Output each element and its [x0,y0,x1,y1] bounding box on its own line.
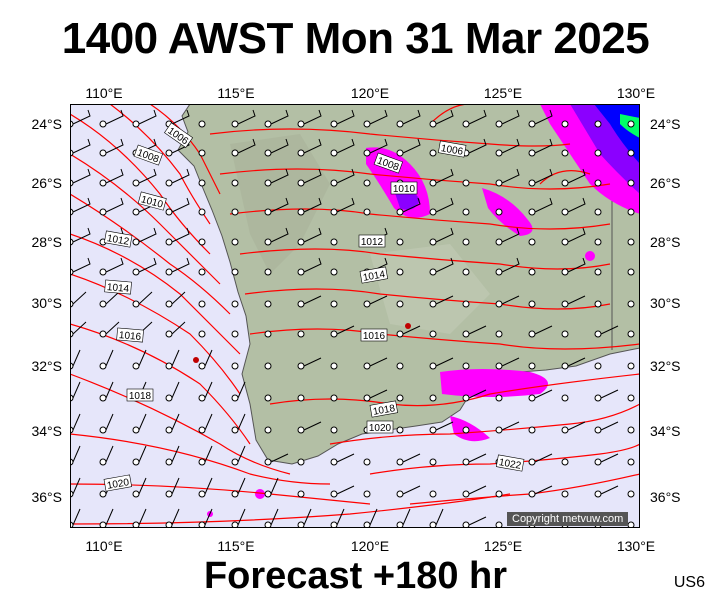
isobar-label: 1010 [390,181,418,195]
isobar-label: 1014 [104,279,132,295]
copyright-label: Copyright metvuw.com [507,512,629,526]
svg-text:1012: 1012 [361,237,384,248]
lon-tick-top: 110°E [85,85,123,101]
isobar-label: 1012 [358,234,386,248]
lat-tick-left: 30°S [31,295,62,311]
isobar-label: 1020 [366,420,394,434]
svg-text:1016: 1016 [363,331,386,342]
lon-tick-top: 130°E [616,85,656,101]
svg-text:1020: 1020 [106,477,130,492]
lat-tick-right: 36°S [650,489,681,505]
svg-text:1014: 1014 [362,269,386,284]
map-border [70,104,640,528]
lat-tick-right: 32°S [650,358,681,374]
lat-tick-left: 32°S [31,358,62,374]
isobar-label: 1012 [103,230,133,248]
city-dot [405,323,411,329]
isobar-label: 1020 [103,474,133,492]
lat-tick-right: 30°S [650,295,681,311]
svg-text:1010: 1010 [393,184,416,195]
isobar-label: 1016 [360,328,388,342]
lat-tick-right: 24°S [650,116,681,132]
region-code: US6 [673,574,705,591]
svg-text:1012: 1012 [106,233,130,248]
lon-tick-bottom: 130°E [616,538,656,554]
svg-text:1018: 1018 [372,403,396,418]
isobar-label: 1018 [126,388,154,402]
lon-tick-bottom: 125°E [483,538,523,554]
isobar-label: 1018 [369,400,399,418]
lat-tick-right: 34°S [650,423,681,439]
lat-tick-left: 24°S [31,116,62,132]
forecast-label: Forecast +180 hr [203,555,508,597]
lon-tick-bottom: 120°E [350,538,390,554]
isobars [70,104,640,525]
map-title: 1400 AWST Mon 31 Mar 2025 [61,14,650,63]
lon-tick-top: 115°E [217,85,255,101]
lon-tick-bottom: 115°E [217,538,255,554]
svg-text:1018: 1018 [129,391,152,402]
wind-barb-shafts [72,109,619,526]
lat-tick-right: 28°S [650,234,681,250]
lat-tick-left: 26°S [31,175,62,191]
svg-text:1022: 1022 [498,457,522,472]
svg-text:1006: 1006 [440,143,464,158]
svg-text:1020: 1020 [369,423,392,434]
lat-tick-right: 26°S [650,175,681,191]
isobar-labels: 1006 1008 1010 1012 1014 1016 1018 1006 [103,122,525,492]
lon-tick-top: 120°E [350,85,390,101]
lon-tick-bottom: 110°E [85,538,123,554]
svg-text:1016: 1016 [118,330,142,343]
weather-map: 1006 1008 1010 1012 1014 1016 1018 1006 [70,104,640,528]
isobar-label: 1006 [437,140,467,158]
rain-areas [207,104,640,517]
city-dot [193,357,199,363]
isobar-label: 1016 [116,327,144,343]
lat-tick-left: 36°S [31,489,62,505]
lat-tick-left: 34°S [31,423,62,439]
isobar-label: 1022 [495,454,525,472]
isobar-label: 1014 [359,266,389,284]
svg-text:1014: 1014 [106,282,130,295]
terrain-shading [370,244,490,334]
lat-tick-left: 28°S [31,234,62,250]
lon-tick-top: 125°E [483,85,523,101]
